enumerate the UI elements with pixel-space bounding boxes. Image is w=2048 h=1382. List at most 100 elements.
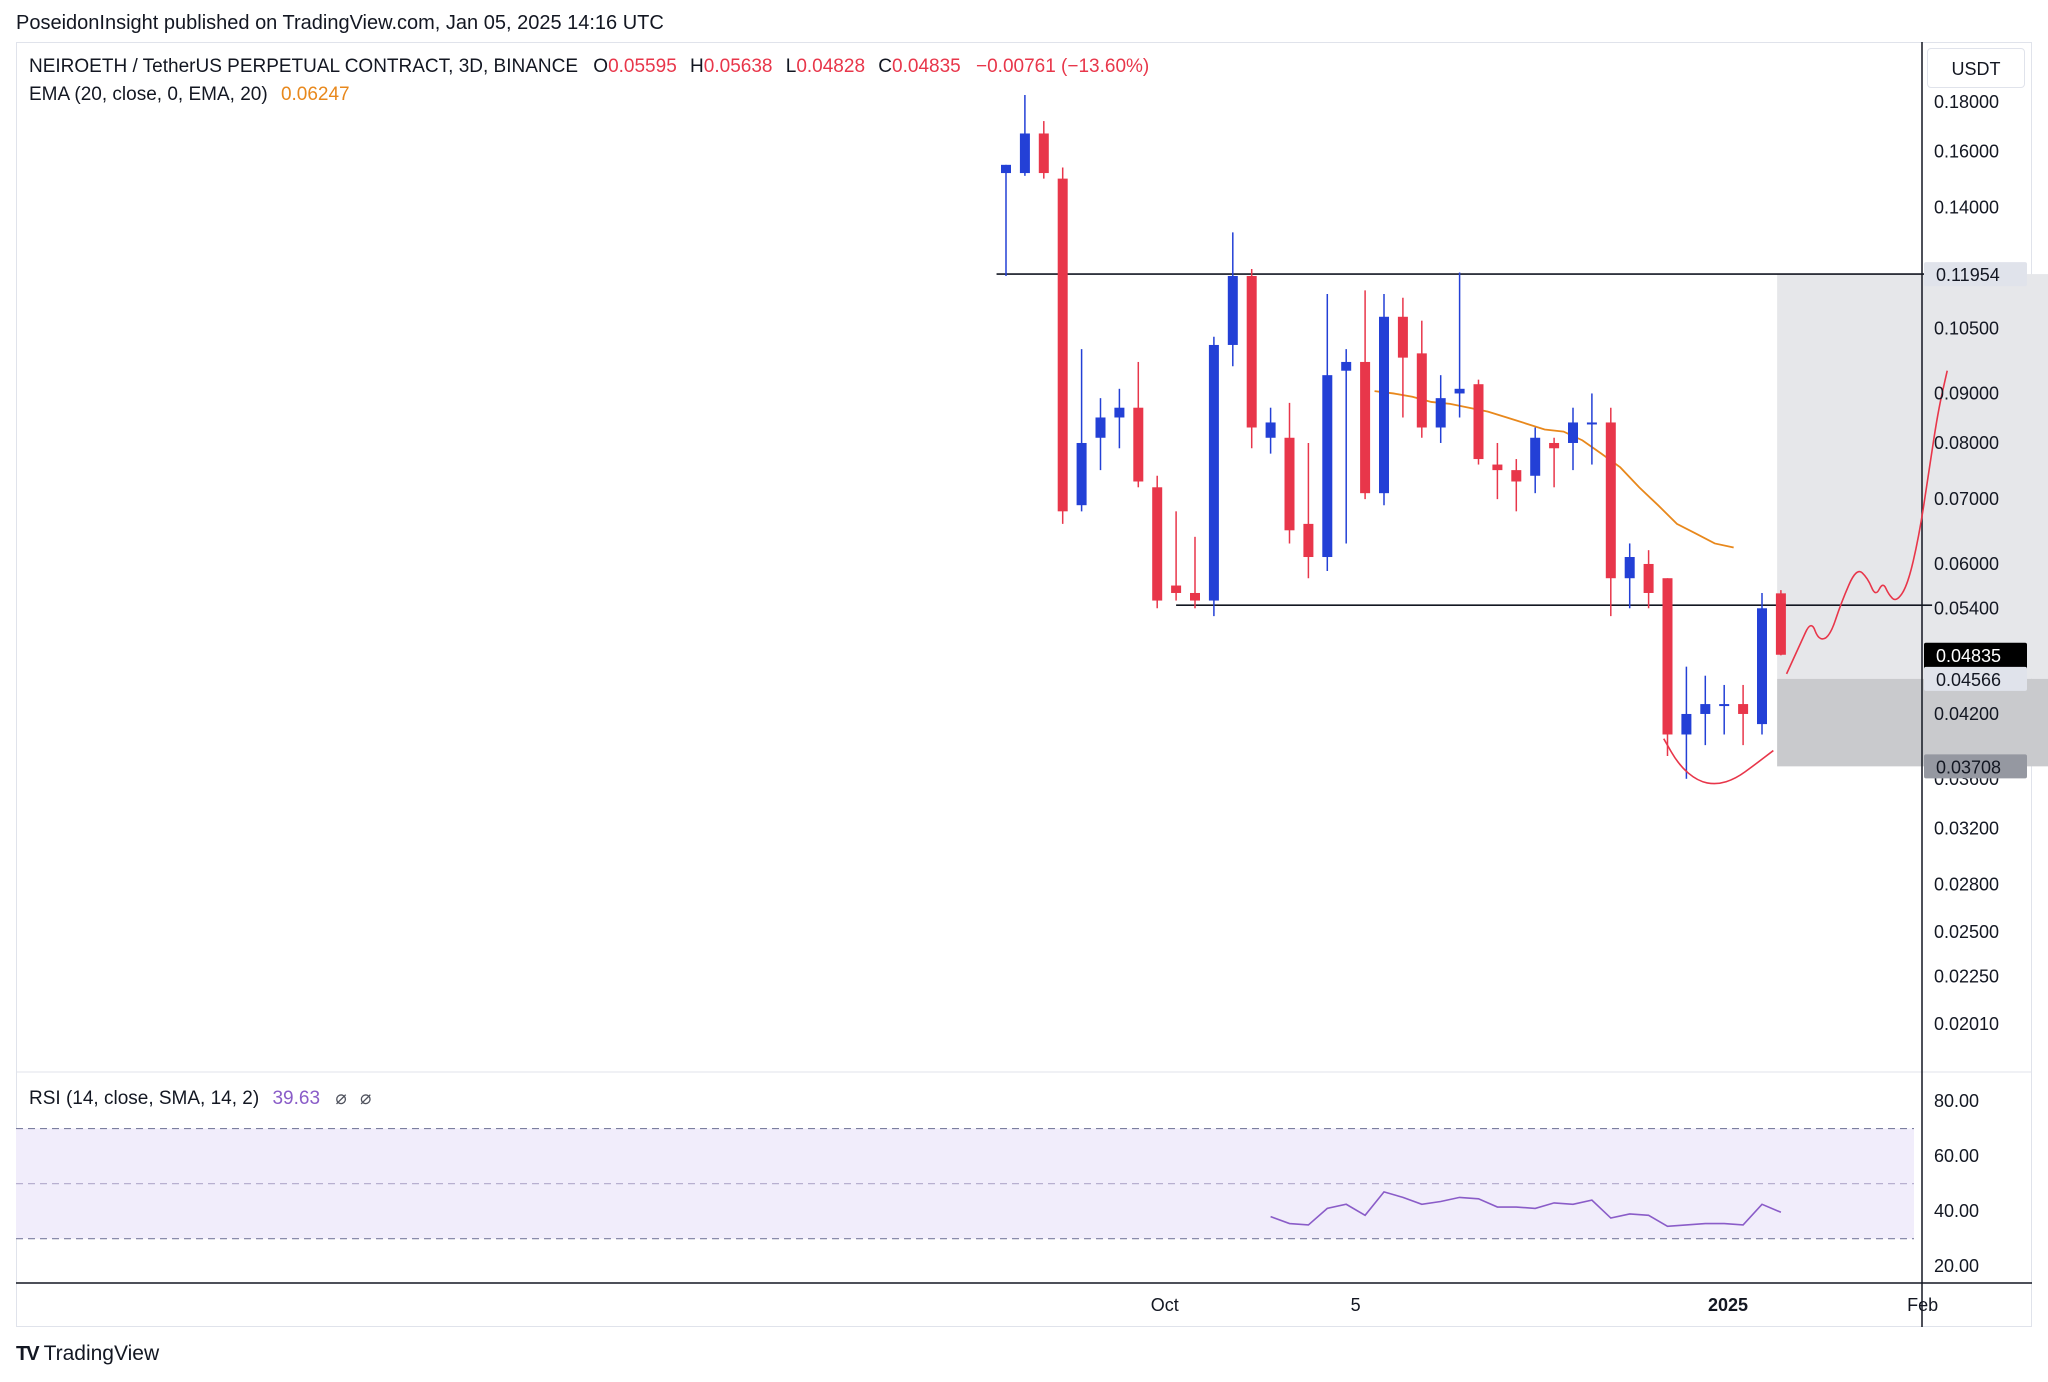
position-target-zone[interactable] bbox=[1777, 274, 2048, 679]
candle[interactable] bbox=[1738, 684, 1749, 746]
candle-body bbox=[1246, 275, 1257, 428]
candle-body bbox=[1379, 316, 1389, 494]
rsi-band bbox=[16, 1127, 1914, 1240]
candle-body bbox=[1530, 437, 1541, 476]
horizontal-lines bbox=[996, 273, 1933, 606]
high-value: 0.05638 bbox=[703, 56, 773, 77]
candle[interactable] bbox=[1454, 272, 1465, 418]
candle-body bbox=[1454, 388, 1465, 394]
candle[interactable] bbox=[1492, 442, 1503, 500]
candle-body bbox=[1511, 470, 1522, 482]
candle-body bbox=[1435, 398, 1446, 428]
candle[interactable] bbox=[1511, 459, 1522, 512]
open-label: O bbox=[593, 56, 609, 77]
pane-separators bbox=[16, 42, 2032, 1327]
price-tick-label: 0.10500 bbox=[1934, 319, 1999, 339]
ema-value: 0.06247 bbox=[280, 84, 350, 105]
candle[interactable] bbox=[1643, 550, 1654, 609]
candle-body bbox=[1322, 375, 1333, 558]
rsi-legend[interactable]: RSI (14, close, SMA, 14, 2) 39.63 ⌀ ⌀ bbox=[29, 1087, 372, 1110]
close-value: 0.04835 bbox=[892, 56, 961, 77]
rsi-line[interactable] bbox=[1270, 1190, 1782, 1228]
candle[interactable] bbox=[1265, 407, 1276, 454]
candle[interactable] bbox=[1435, 375, 1446, 443]
candle[interactable] bbox=[1719, 684, 1730, 735]
candle[interactable] bbox=[1152, 475, 1163, 609]
rsi-na-2: ⌀ bbox=[360, 1088, 372, 1109]
candle-body bbox=[1019, 133, 1030, 174]
rsi-na-1: ⌀ bbox=[335, 1088, 347, 1109]
close-label: C bbox=[878, 56, 893, 77]
price-tick-label: 0.03200 bbox=[1934, 818, 1999, 838]
high-label: H bbox=[690, 56, 704, 77]
candle[interactable] bbox=[1171, 511, 1182, 601]
candle[interactable] bbox=[1076, 349, 1087, 512]
ema-line[interactable] bbox=[1374, 390, 1734, 549]
rsi-tick-label: 60.00 bbox=[1934, 1146, 1979, 1166]
candle-body bbox=[1473, 384, 1484, 460]
candle[interactable] bbox=[1114, 388, 1125, 449]
candle[interactable] bbox=[1605, 407, 1616, 617]
price-tick-label: 0.04200 bbox=[1934, 704, 1999, 724]
price-tick-label: 0.02800 bbox=[1934, 874, 1999, 894]
candle-body bbox=[1171, 585, 1182, 593]
low-label: L bbox=[785, 56, 797, 77]
candle[interactable] bbox=[1379, 294, 1389, 506]
candle[interactable] bbox=[1624, 543, 1635, 609]
candle[interactable] bbox=[1190, 536, 1200, 609]
price-label-text: 0.03708 bbox=[1936, 757, 2001, 777]
candle[interactable] bbox=[1757, 592, 1767, 735]
price-label-text: 0.11954 bbox=[1936, 265, 2000, 285]
candle[interactable] bbox=[1019, 95, 1030, 176]
candle[interactable] bbox=[1662, 578, 1673, 757]
ema-label: EMA (20, close, 0, EMA, 20) bbox=[29, 84, 268, 105]
candle[interactable] bbox=[1700, 675, 1711, 746]
tradingview-logo[interactable]: TV TradingView bbox=[16, 1342, 159, 1366]
projection-drawing[interactable] bbox=[1785, 370, 1949, 675]
candle[interactable] bbox=[1038, 121, 1049, 179]
candle-body bbox=[1001, 164, 1011, 174]
candle-body bbox=[1568, 422, 1578, 443]
ema-legend[interactable]: EMA (20, close, 0, EMA, 20) 0.06247 bbox=[29, 84, 350, 106]
candle[interactable] bbox=[1360, 290, 1371, 500]
price-label-bg bbox=[1924, 666, 2027, 691]
rsi-value: 39.63 bbox=[272, 1088, 321, 1109]
candle[interactable] bbox=[1775, 590, 1786, 656]
tradingview-logo-text: TradingView bbox=[43, 1342, 160, 1365]
candle[interactable] bbox=[1681, 666, 1692, 779]
symbol-legend[interactable]: NEIROETH / TetherUS PERPETUAL CONTRACT, … bbox=[29, 56, 1149, 78]
price-label: 0.04566 bbox=[1924, 666, 2027, 691]
candle-body bbox=[1303, 523, 1314, 558]
candle[interactable] bbox=[1530, 427, 1541, 494]
candle-body bbox=[1133, 407, 1144, 482]
candle[interactable] bbox=[1284, 402, 1295, 544]
rounded-bottom-drawing[interactable] bbox=[1663, 738, 1774, 785]
candle[interactable] bbox=[1473, 379, 1484, 465]
candle[interactable] bbox=[1303, 442, 1314, 579]
candle[interactable] bbox=[1397, 297, 1408, 418]
candle[interactable] bbox=[1246, 268, 1257, 449]
candle[interactable] bbox=[1208, 336, 1219, 617]
currency-unit-button[interactable]: USDT bbox=[1927, 48, 2025, 88]
candle[interactable] bbox=[1322, 294, 1333, 572]
price-tick-label: 0.14000 bbox=[1934, 198, 1999, 218]
candle[interactable] bbox=[1227, 232, 1238, 367]
position-stop-zone[interactable] bbox=[1777, 678, 2048, 767]
price-tick-label: 0.05400 bbox=[1934, 598, 1999, 618]
candle[interactable] bbox=[1416, 320, 1427, 438]
candle-body bbox=[1284, 437, 1295, 531]
candle[interactable] bbox=[1095, 398, 1106, 471]
candle-body bbox=[1586, 422, 1597, 425]
candle[interactable] bbox=[1549, 437, 1560, 488]
candle[interactable] bbox=[1001, 164, 1011, 276]
candle[interactable] bbox=[1133, 361, 1144, 488]
candle[interactable] bbox=[1341, 349, 1352, 544]
low-value: 0.04828 bbox=[796, 56, 866, 77]
price-tick-label: 0.02010 bbox=[1934, 1014, 1999, 1034]
candle[interactable] bbox=[1568, 407, 1578, 471]
price-label-bg bbox=[1924, 754, 2027, 779]
candle[interactable] bbox=[1057, 167, 1068, 524]
candle[interactable] bbox=[1586, 393, 1597, 465]
candle-body bbox=[1775, 593, 1786, 655]
